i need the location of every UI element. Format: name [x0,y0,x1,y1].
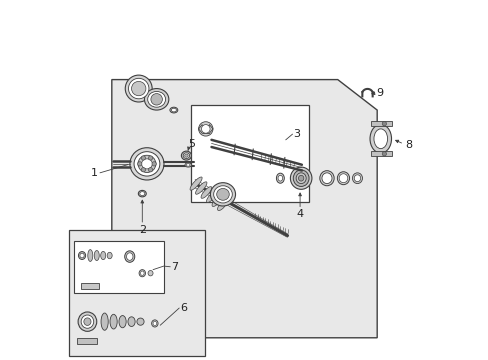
Ellipse shape [298,175,303,181]
Ellipse shape [184,154,188,157]
Bar [370,150,391,156]
Text: 8: 8 [405,140,411,150]
Ellipse shape [125,75,152,102]
Bar [190,105,308,202]
Ellipse shape [138,190,146,197]
Bar [370,121,391,126]
Circle shape [141,156,145,160]
Text: 5: 5 [187,139,195,149]
Ellipse shape [128,317,135,327]
Polygon shape [112,80,376,338]
Ellipse shape [81,315,94,328]
Bar [77,338,97,344]
Ellipse shape [130,148,163,180]
Circle shape [382,152,386,156]
Ellipse shape [88,249,93,261]
Circle shape [141,168,145,172]
Ellipse shape [296,173,305,184]
Ellipse shape [124,251,135,262]
Circle shape [198,122,212,136]
Ellipse shape [181,151,191,160]
Ellipse shape [126,253,133,260]
Ellipse shape [101,313,108,330]
Ellipse shape [352,173,362,184]
Ellipse shape [190,177,202,190]
Circle shape [148,156,152,160]
Ellipse shape [151,320,158,327]
Ellipse shape [138,155,156,172]
Ellipse shape [276,173,284,183]
Ellipse shape [339,174,347,183]
Ellipse shape [171,108,176,112]
Ellipse shape [293,170,308,186]
Ellipse shape [140,192,144,195]
Ellipse shape [144,89,168,110]
Text: 9: 9 [375,88,383,98]
Ellipse shape [321,173,331,184]
Ellipse shape [119,316,126,328]
Ellipse shape [201,186,211,198]
Bar [74,241,163,293]
Ellipse shape [353,175,360,181]
Ellipse shape [337,172,349,185]
Ellipse shape [80,253,84,258]
Bar [69,230,204,356]
Ellipse shape [373,129,387,149]
Text: 2: 2 [139,225,145,235]
Ellipse shape [213,186,232,203]
Ellipse shape [183,153,189,158]
Ellipse shape [151,94,162,105]
Ellipse shape [128,78,149,99]
Circle shape [201,125,210,133]
Ellipse shape [134,152,160,176]
Ellipse shape [142,159,152,169]
Circle shape [382,122,386,126]
Ellipse shape [147,91,165,107]
Text: 1: 1 [91,168,98,178]
Ellipse shape [184,163,191,167]
Ellipse shape [290,167,311,189]
Ellipse shape [319,171,333,186]
Ellipse shape [217,201,226,211]
Ellipse shape [212,196,221,206]
Ellipse shape [278,175,282,181]
Ellipse shape [140,271,144,275]
Circle shape [148,168,152,172]
Ellipse shape [94,251,99,261]
Circle shape [137,162,142,166]
Ellipse shape [131,81,145,96]
Ellipse shape [369,125,391,153]
Ellipse shape [186,164,190,166]
Text: 4: 4 [296,209,303,219]
Ellipse shape [139,270,145,277]
Ellipse shape [210,183,235,206]
Ellipse shape [195,182,206,194]
Text: 3: 3 [293,129,300,139]
Bar [81,283,99,289]
Ellipse shape [153,321,156,325]
Circle shape [152,162,156,166]
Ellipse shape [148,270,153,276]
Text: 6: 6 [180,303,186,313]
Ellipse shape [169,107,178,113]
Ellipse shape [206,192,216,202]
Ellipse shape [78,312,97,331]
Ellipse shape [216,188,229,200]
Ellipse shape [137,318,144,325]
Ellipse shape [107,252,112,259]
Ellipse shape [101,251,105,260]
Ellipse shape [78,252,85,260]
Text: 7: 7 [171,262,178,272]
Ellipse shape [83,318,91,325]
Ellipse shape [110,314,117,329]
